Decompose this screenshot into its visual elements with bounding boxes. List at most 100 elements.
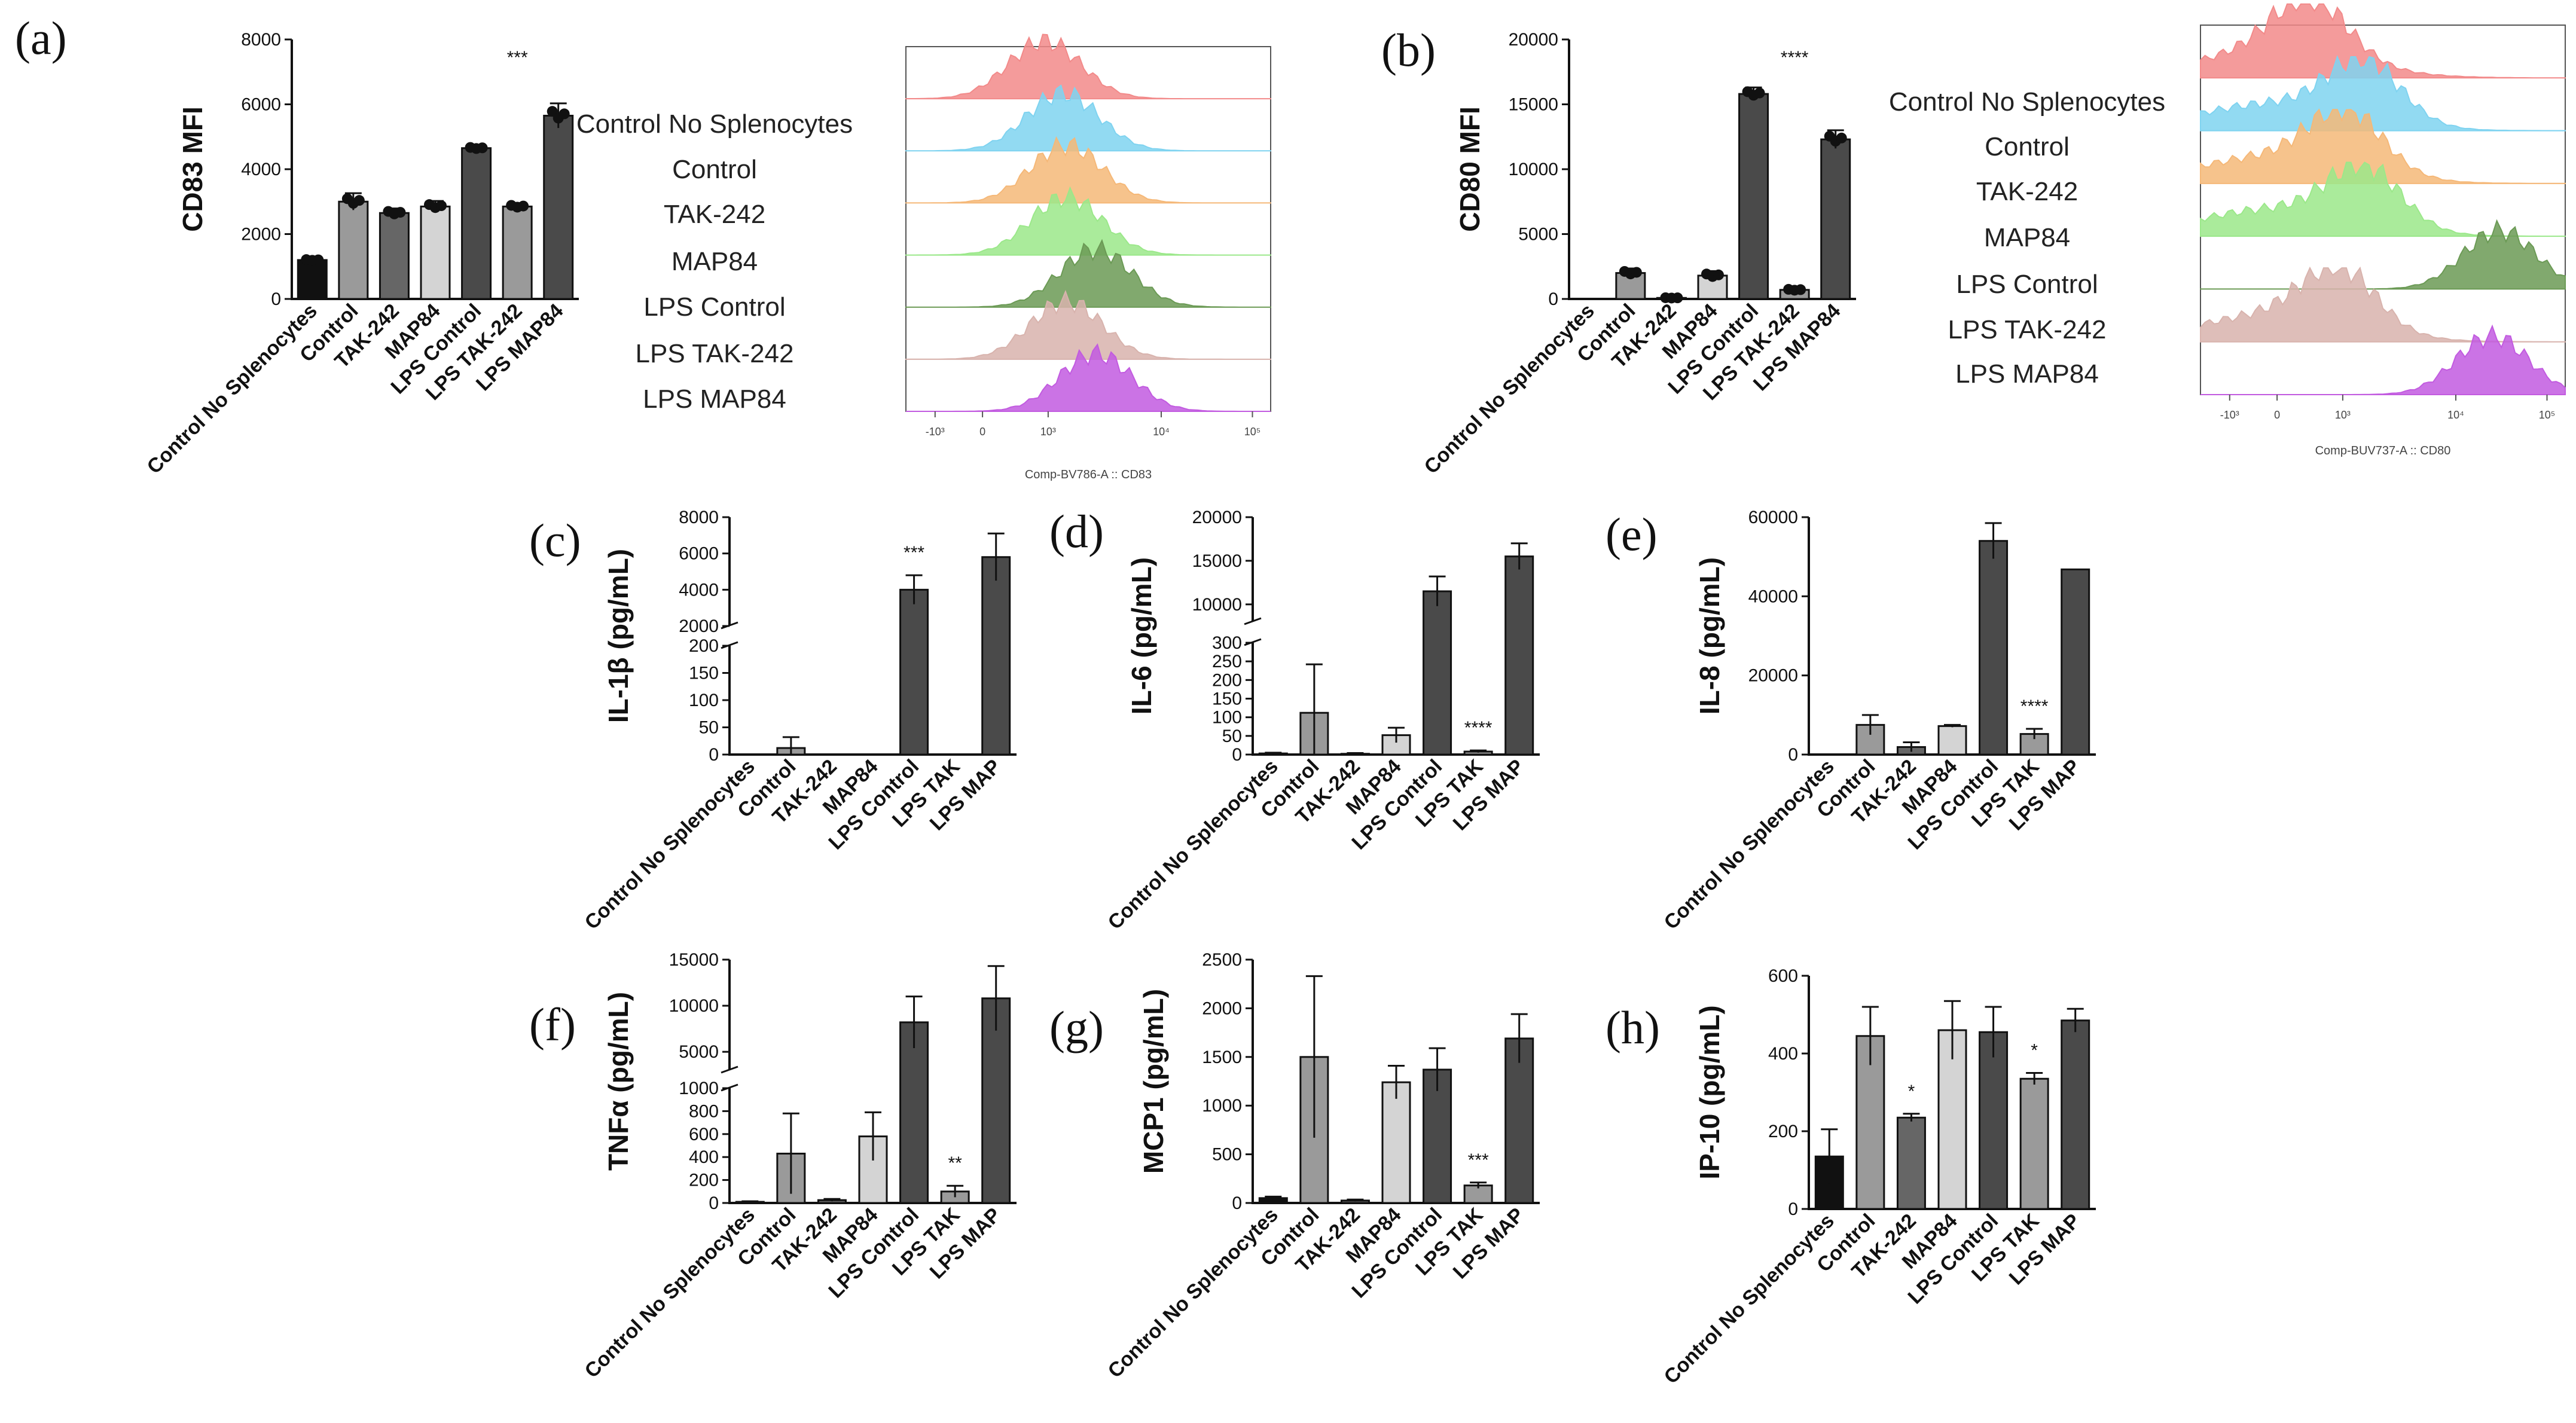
y-tick-label: 6000 <box>241 95 281 115</box>
histogram-track-4 <box>905 239 1271 308</box>
histogram-track-6 <box>2200 324 2566 395</box>
axis-break-mark <box>721 1065 738 1074</box>
y-tick-label: 400 <box>1768 1044 1798 1064</box>
y-tick-label: 40000 <box>1748 587 1798 606</box>
y-tick-label: 2000 <box>1202 998 1242 1018</box>
bar-5 <box>2019 1077 2049 1210</box>
bar-2 <box>1896 1116 1926 1210</box>
y-tick-label: 1000 <box>679 1079 719 1098</box>
histogram-track-2 <box>905 136 1271 204</box>
y-tick-label: 2000 <box>679 616 719 636</box>
histogram-track-1 <box>905 84 1271 152</box>
histogram-x-label: Comp-BV786-A :: CD83 <box>1025 468 1152 481</box>
panel-label-e: (e) <box>1606 508 1658 560</box>
significance-label: *** <box>1468 1150 1489 1170</box>
y-tick-label: 400 <box>689 1147 719 1167</box>
y-axis-title: IL-8 (pg/mL) <box>1694 557 1725 714</box>
y-axis-title: MCP1 (pg/mL) <box>1138 989 1169 1174</box>
significance-label: *** <box>507 48 528 68</box>
hist-a-legend-5: LPS TAK-242 <box>636 339 794 368</box>
data-point-0-2 <box>313 254 324 265</box>
hist-b-legend-0: Control No Splenocytes <box>1889 87 2165 117</box>
y-tick-label: 0 <box>271 289 281 309</box>
y-tick-label: 8000 <box>679 508 719 527</box>
y-tick-label: 2500 <box>1202 950 1242 970</box>
y-tick-label: 600 <box>1768 966 1798 986</box>
bar-4 <box>1979 1031 2009 1210</box>
histogram-x-tick-label: 0 <box>979 426 985 438</box>
y-axis-title: IL-6 (pg/mL) <box>1126 557 1157 714</box>
axis-break-mark <box>721 1083 738 1092</box>
hist-b-legend-3: MAP84 <box>1984 223 2070 252</box>
y-axis-title: IP-10 (pg/mL) <box>1694 1005 1725 1179</box>
bar-4 <box>899 1021 929 1204</box>
bar-4 <box>1979 540 2009 756</box>
chart-5: 0 200 400 600 800 1000 5000 10000 15000 TNFα (pg/… <box>581 950 1017 1382</box>
category-label-0: Control No Splenocytes <box>1104 755 1283 934</box>
histogram-x-tick-label: 10⁴ <box>2447 409 2464 421</box>
y-tick-label: 200 <box>689 1171 719 1190</box>
bar-6 <box>1504 555 1534 756</box>
bar-3 <box>1937 1029 1967 1210</box>
histogram-x-tick-label: 0 <box>2274 409 2280 421</box>
y-tick-label: 200 <box>689 636 719 656</box>
bar-2 <box>379 212 410 300</box>
y-tick-label: 150 <box>689 664 719 683</box>
y-tick-label: 0 <box>709 745 719 765</box>
y-tick-label: 50 <box>1222 726 1242 746</box>
histogram-x-tick-label: 10³ <box>1040 426 1056 438</box>
data-point-5-2 <box>518 200 529 212</box>
data-point-4-2 <box>477 142 488 154</box>
y-tick-label: 4000 <box>241 160 281 179</box>
bar-6 <box>1820 138 1851 300</box>
data-point-6-2 <box>558 108 570 120</box>
data-point-3-2 <box>436 200 447 212</box>
bar-3 <box>1381 1081 1411 1204</box>
histogram-x-tick-label: 10³ <box>2335 409 2351 421</box>
y-tick-label: 200 <box>1212 670 1242 690</box>
hist-a-legend-1: Control <box>672 155 757 184</box>
y-axis-title: CD80 MFI <box>1454 106 1485 232</box>
data-point-2-2 <box>395 207 406 218</box>
data-point-1-2 <box>1631 267 1642 278</box>
y-tick-label: 4000 <box>679 580 719 600</box>
histogram-track-6 <box>906 343 1271 412</box>
histogram-track-5 <box>905 289 1271 360</box>
y-axis-title: TNFα (pg/mL) <box>603 992 634 1171</box>
axis-break-mark <box>1244 617 1262 625</box>
category-label-0: Control No Splenocytes <box>1104 1204 1283 1382</box>
y-tick-label: 0 <box>1788 1199 1798 1219</box>
significance-label: **** <box>1781 48 1809 68</box>
y-tick-label: 5000 <box>1518 225 1558 245</box>
bar-1 <box>338 200 369 300</box>
y-tick-label: 200 <box>1768 1122 1798 1141</box>
panel-label-c: (c) <box>529 514 581 566</box>
significance-label: ** <box>948 1153 962 1173</box>
histogram-track-1 <box>2200 55 2566 132</box>
y-tick-label: 2000 <box>241 225 281 245</box>
bar-3 <box>420 205 451 300</box>
y-tick-label: 250 <box>1212 652 1242 671</box>
y-tick-label: 15000 <box>1192 551 1242 571</box>
histogram-track-0 <box>2200 3 2566 79</box>
y-tick-label: 20000 <box>1192 508 1242 527</box>
category-label-0: Control No Splenocytes <box>581 1204 759 1382</box>
hist-b-legend-2: TAK-242 <box>1976 177 2078 206</box>
panel-label-d: (d) <box>1049 505 1104 557</box>
y-tick-label: 1000 <box>1202 1096 1242 1116</box>
y-axis-title: IL-1β (pg/mL) <box>603 549 634 723</box>
category-label-0: Control No Splenocytes <box>1660 1210 1839 1388</box>
panel-label-f: (f) <box>529 998 576 1051</box>
y-tick-label: 15000 <box>1509 95 1558 115</box>
category-label-0: Control No Splenocytes <box>1420 300 1599 478</box>
panel-label-a: (a) <box>15 12 67 64</box>
histogram-x-tick-label: 10⁵ <box>2539 409 2555 421</box>
hist-a-legend-6: LPS MAP84 <box>643 384 786 414</box>
axis-break-mark <box>721 621 738 630</box>
significance-label: *** <box>904 543 924 563</box>
bar-4 <box>1423 590 1452 756</box>
panel-label-b: (b) <box>1381 24 1436 76</box>
